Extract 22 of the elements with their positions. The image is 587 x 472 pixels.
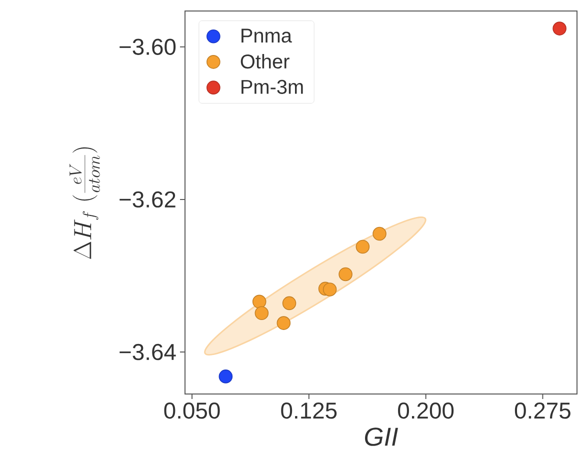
y-tick-label: −3.60 [120,38,176,55]
point [372,226,386,241]
legend-label: Other [240,54,290,69]
x-axis-title: GII [365,428,398,446]
y-tick-label: −3.62 [120,191,176,208]
point [552,22,566,36]
point [338,267,352,282]
y-tick-label: −3.64 [120,344,176,360]
point [282,296,296,310]
point [276,316,291,330]
point [254,306,269,320]
y-axis-title: $\Delta H_f\ (\frac{eV}{atom})$ [70,147,100,259]
x-tick-label: 0.125 [281,402,337,419]
point [322,282,337,296]
legend-label: Pm-3m [242,80,303,94]
x-tick-label: 0.275 [514,402,570,419]
x-tick-label: 0.050 [164,402,220,419]
point [356,240,370,254]
x-tick-label: 0.200 [398,402,454,419]
point [252,294,266,309]
point [218,370,233,384]
legend-label: Pnma [242,28,292,43]
